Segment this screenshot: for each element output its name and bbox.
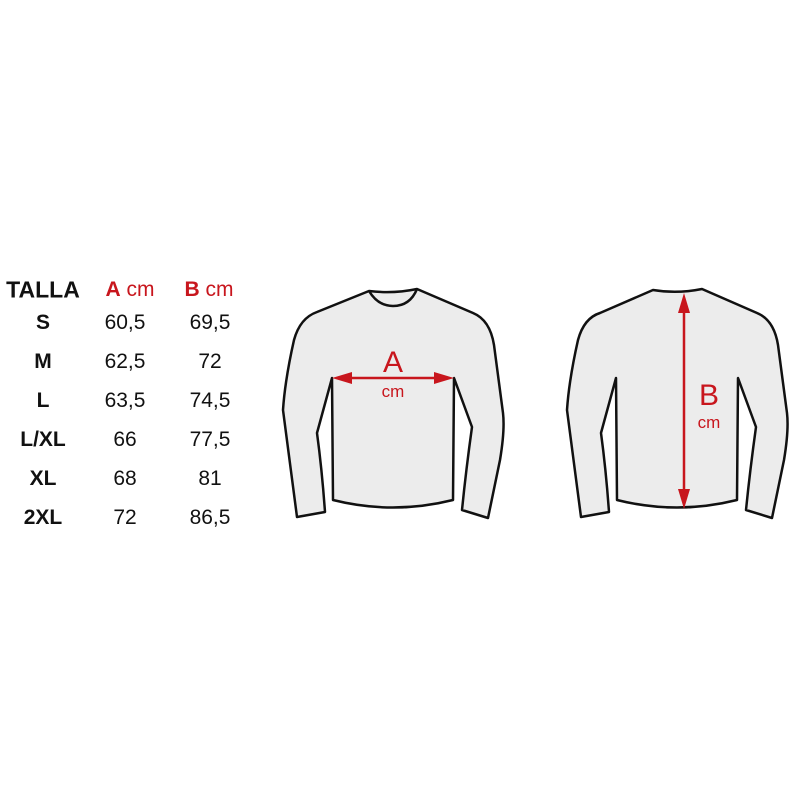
arrowhead-bottom	[678, 489, 690, 509]
shirt-back-outline	[565, 287, 789, 520]
shirt-front	[281, 287, 505, 520]
arrowhead-right	[434, 372, 454, 384]
shirt-back	[565, 287, 789, 520]
row-b-cell: 69,5	[189, 311, 231, 334]
arrowhead-top	[678, 293, 690, 313]
row-a-cell: 68	[113, 467, 137, 490]
row-size-cell: 2XL	[23, 506, 63, 529]
header-a-unit: cm	[126, 278, 155, 301]
label-a-unit: cm	[382, 382, 405, 401]
row-size-cell: S	[35, 311, 51, 334]
header-b-letter: B	[184, 278, 200, 301]
row-a-cell: 72	[113, 506, 137, 529]
row-size-cell: L/XL	[20, 428, 66, 451]
row-b-cell: 72	[198, 350, 222, 373]
header-talla: TALLA	[6, 276, 80, 303]
arrowhead-left	[332, 372, 352, 384]
row-b-cell: 81	[198, 467, 222, 490]
header-b: B cm	[184, 278, 233, 302]
row-size-cell: L	[36, 389, 50, 412]
label-a: A	[383, 346, 403, 379]
row-a-cell: 62,5	[104, 350, 146, 373]
shirt-front-outline	[281, 287, 505, 520]
header-a: A cm	[105, 278, 154, 302]
header-a-letter: A	[105, 278, 121, 301]
label-b: B	[699, 379, 719, 412]
shirt-front-collar	[367, 288, 419, 308]
row-a-cell: 60,5	[104, 311, 146, 334]
label-b-unit: cm	[698, 413, 721, 432]
row-size-cell: XL	[29, 467, 57, 490]
row-a-cell: 66	[113, 428, 137, 451]
row-b-cell: 86,5	[189, 506, 231, 529]
row-b-cell: 77,5	[189, 428, 231, 451]
header-b-unit: cm	[205, 278, 234, 301]
row-b-cell: 74,5	[189, 389, 231, 412]
row-a-cell: 63,5	[104, 389, 146, 412]
row-size-cell: M	[34, 350, 52, 373]
